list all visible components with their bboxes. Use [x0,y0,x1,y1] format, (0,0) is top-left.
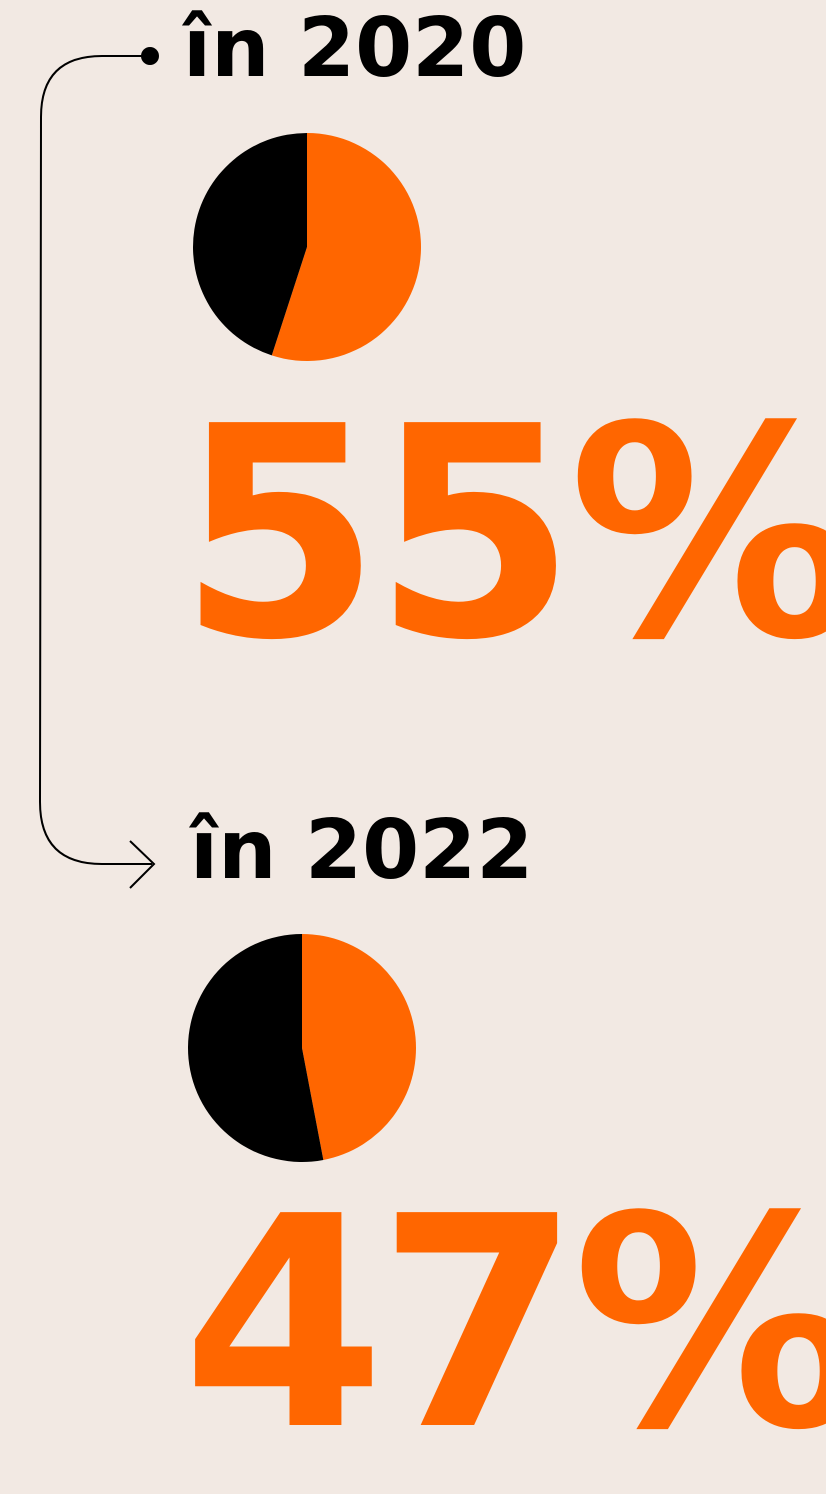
pie-chart-2020 [193,133,421,361]
percentage-label-2022: 47% [182,1154,826,1494]
infographic-canvas [38,47,421,1163]
year-title-2020: în 2020 [183,1,527,96]
dot-icon [141,47,159,65]
pie-slice-1 [187,934,324,1163]
pie-slice-0 [271,133,421,361]
arrow-right-icon [129,840,156,889]
pie-chart-2022 [187,934,416,1163]
pie-slice-0 [302,934,416,1160]
year-title-2022: în 2022 [190,803,534,898]
connector-line [38,55,152,865]
timeline-connector [38,47,159,889]
pie-slice-1 [193,133,307,356]
percentage-label-2020: 55% [178,364,826,704]
